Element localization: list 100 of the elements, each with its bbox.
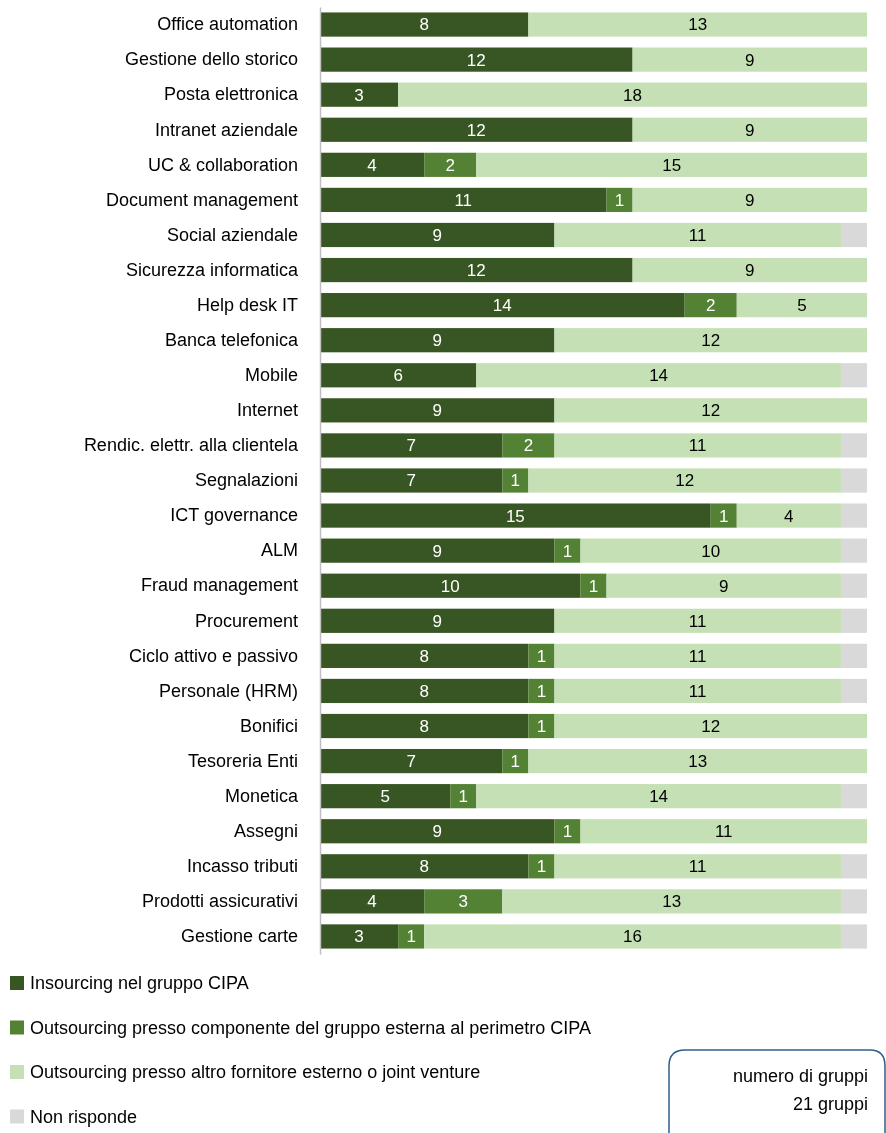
data-label: 9 (432, 611, 442, 631)
data-label: 6 (393, 366, 403, 386)
y-tick-label: Tesoreria Enti (187, 750, 298, 771)
bar (320, 328, 555, 353)
data-label: 14 (649, 787, 669, 807)
bar (554, 433, 841, 458)
data-label: 4 (367, 155, 377, 175)
text: numero di gruppi (732, 1066, 868, 1086)
y-tick-label: Sicurezza informatica (125, 259, 299, 280)
data-label: 7 (406, 471, 416, 491)
bar (840, 678, 867, 704)
bar (840, 573, 867, 598)
bar (398, 82, 867, 107)
bar (840, 222, 867, 248)
bar (502, 748, 529, 774)
bar (684, 293, 737, 318)
bar (554, 222, 841, 248)
bar (320, 819, 555, 844)
bar (320, 889, 425, 914)
y-tick-label: Social aziendale (166, 224, 298, 245)
bar (736, 293, 867, 318)
data-label: 11 (688, 857, 707, 877)
bar (476, 152, 867, 177)
data-label: 2 (445, 155, 455, 175)
data-label: 1 (406, 927, 416, 947)
bar (528, 713, 555, 739)
data-label: 1 (562, 822, 573, 842)
y-tick-label: Office automation (157, 14, 298, 35)
bar (320, 152, 425, 177)
bar (554, 643, 841, 668)
bar (320, 293, 685, 318)
text: 21 gruppi (792, 1094, 868, 1114)
bar (580, 573, 607, 598)
bar (320, 117, 633, 142)
y-tick-label: Gestione carte (180, 926, 298, 947)
data-label: 1 (719, 506, 729, 526)
bar (840, 433, 867, 458)
bar (424, 889, 503, 914)
data-label: 9 (745, 120, 755, 140)
y-tick-label: ALM (260, 540, 298, 561)
bar (840, 468, 867, 493)
data-label: 7 (406, 752, 416, 772)
bar (320, 222, 555, 248)
y-tick-label: Fraud management (140, 575, 298, 596)
data-label: 2 (523, 436, 534, 456)
bar (320, 503, 711, 528)
bar (320, 854, 529, 879)
bar (580, 819, 867, 844)
bar (840, 643, 867, 668)
bar (320, 12, 529, 37)
bar (528, 468, 841, 493)
bar (320, 257, 633, 283)
data-label: 4 (784, 506, 794, 526)
data-label: 3 (354, 85, 364, 105)
bar (320, 924, 399, 949)
data-label: 1 (536, 716, 547, 736)
data-label: 8 (419, 857, 429, 877)
y-tick-label: Incasso tributi (186, 856, 298, 877)
data-label: 12 (675, 471, 695, 491)
data-label: 9 (745, 190, 755, 210)
bar (554, 328, 867, 353)
data-label: 9 (745, 50, 755, 70)
data-label: 5 (380, 787, 390, 807)
data-label: 14 (649, 366, 669, 386)
legend-label: Outsourcing presso componente del gruppo esterna al perimetro CIPA (30, 1017, 591, 1038)
data-label: 13 (688, 15, 708, 35)
data-label: 11 (454, 190, 473, 210)
bar (528, 678, 555, 704)
data-label: 12 (466, 120, 486, 140)
data-label: 11 (714, 822, 733, 842)
data-label: 10 (701, 541, 721, 561)
bar (840, 784, 867, 809)
bar (840, 363, 867, 388)
bar (606, 573, 841, 598)
bar (840, 889, 867, 914)
bar (476, 363, 841, 388)
data-label: 13 (662, 892, 682, 912)
data-label: 3 (458, 892, 468, 912)
bar (840, 924, 867, 949)
bar (528, 643, 555, 668)
bar (736, 503, 841, 528)
y-tick-label: UC & collaboration (147, 154, 298, 175)
bar (632, 257, 867, 283)
data-label: 1 (562, 541, 573, 561)
bar (840, 538, 867, 563)
bar (840, 608, 867, 633)
y-tick-label: Segnalazioni (194, 470, 298, 491)
data-label: 14 (492, 296, 512, 316)
bar (580, 538, 841, 563)
bar (502, 468, 529, 493)
data-label: 9 (432, 225, 442, 245)
bar (554, 398, 867, 423)
data-label: 1 (614, 190, 625, 210)
data-label: 1 (588, 576, 599, 596)
y-tick-label: Intranet aziendale (154, 119, 298, 140)
bar (554, 538, 581, 563)
bar (320, 573, 581, 598)
data-label: 12 (701, 331, 721, 351)
data-label: 8 (419, 646, 429, 666)
y-tick-label: Assegni (233, 821, 298, 841)
